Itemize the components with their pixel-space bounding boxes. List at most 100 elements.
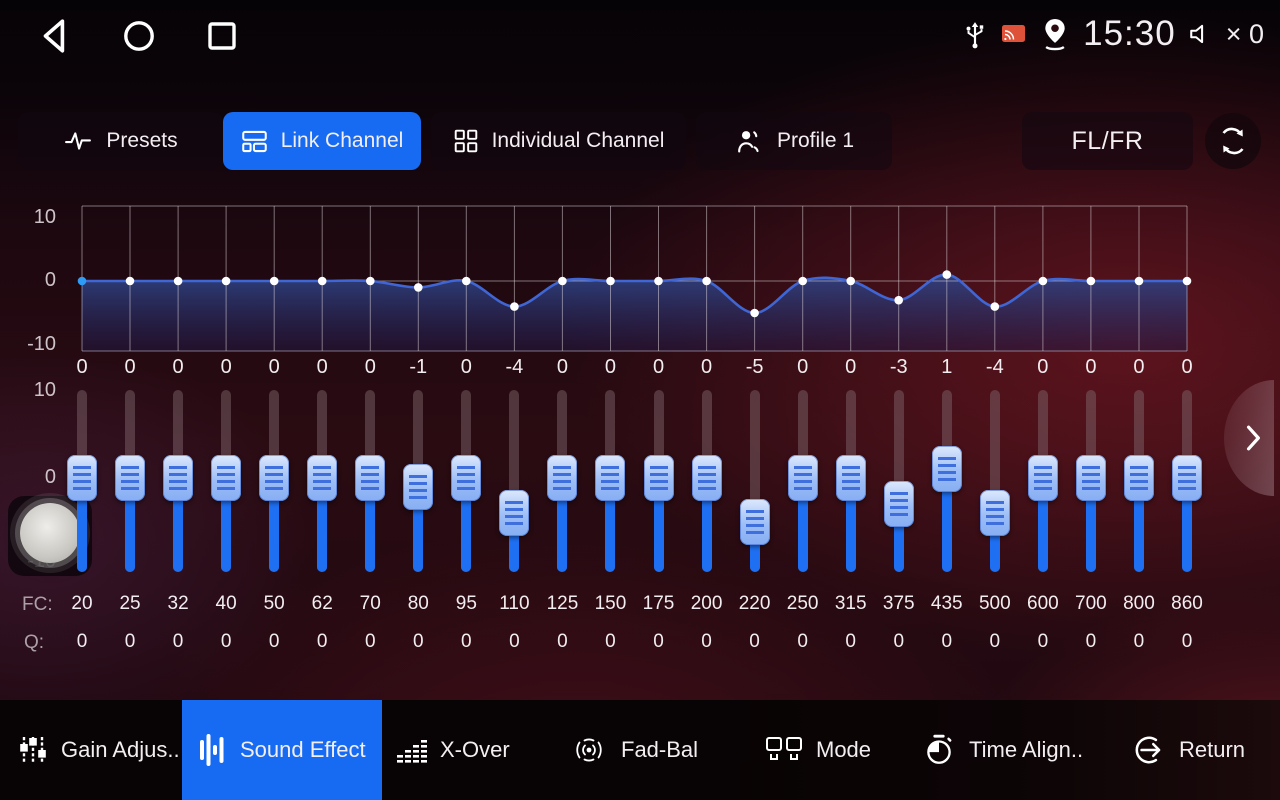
slider-fill bbox=[269, 478, 280, 572]
eq-band-slider[interactable] bbox=[1172, 388, 1202, 576]
nav-x-over[interactable]: X-Over bbox=[395, 700, 530, 800]
eq-band-slider[interactable] bbox=[499, 388, 530, 576]
eq-gain-value: -4 bbox=[985, 356, 1004, 378]
fc-value: 375 bbox=[882, 593, 915, 614]
slider-grip bbox=[793, 466, 812, 491]
tab-presets[interactable]: Presets bbox=[18, 112, 223, 170]
q-value: 0 bbox=[557, 631, 568, 652]
eq-gain-value: 0 bbox=[1085, 356, 1097, 378]
eq-band-slider[interactable] bbox=[835, 388, 866, 576]
home-icon[interactable] bbox=[122, 18, 156, 54]
sync-icon bbox=[1222, 127, 1244, 155]
q-value: 0 bbox=[701, 631, 712, 652]
eq-band-slider[interactable] bbox=[691, 388, 722, 576]
slider-handle[interactable] bbox=[691, 455, 722, 501]
return-icon bbox=[1135, 736, 1161, 764]
slider-grip bbox=[697, 466, 716, 491]
fc-value: 435 bbox=[930, 593, 963, 614]
eq-band-slider[interactable] bbox=[931, 388, 962, 576]
speaker-muted-icon[interactable] bbox=[1188, 21, 1214, 47]
eq-band-slider[interactable] bbox=[595, 388, 626, 576]
eq-band-slider[interactable] bbox=[451, 388, 482, 576]
nav-return[interactable]: Return bbox=[1132, 700, 1272, 800]
bottom-nav-bar: Gain Adjus.. Sound Effect X-Over bbox=[0, 700, 1280, 800]
tab-profile[interactable]: Profile 1 bbox=[696, 112, 892, 170]
slider-grip bbox=[121, 466, 140, 491]
eq-gain-value: 0 bbox=[316, 356, 328, 378]
slider-handle[interactable] bbox=[1172, 455, 1202, 501]
slider-handle[interactable] bbox=[211, 455, 242, 501]
eq-band-slider[interactable] bbox=[883, 388, 914, 576]
nav-label: Time Align.. bbox=[969, 737, 1084, 762]
slider-handle[interactable] bbox=[931, 446, 962, 493]
fc-value: 860 bbox=[1171, 593, 1203, 614]
eq-band-slider[interactable] bbox=[547, 388, 578, 576]
eq-band-slider[interactable] bbox=[979, 388, 1010, 576]
nav-fad-bal[interactable]: Fad-Bal bbox=[570, 700, 720, 800]
nav-time-align[interactable]: Time Align.. bbox=[922, 700, 1117, 800]
nav-mode[interactable]: Mode bbox=[765, 700, 890, 800]
eq-band-slider[interactable] bbox=[259, 388, 290, 576]
fc-value: 500 bbox=[978, 593, 1011, 614]
sync-button[interactable] bbox=[1205, 113, 1261, 169]
mixer-icon bbox=[20, 737, 46, 763]
slider-handle[interactable] bbox=[547, 455, 578, 501]
eq-band-slider[interactable] bbox=[643, 388, 674, 576]
eq-band-slider[interactable] bbox=[211, 388, 242, 576]
eq-curve-graph[interactable] bbox=[0, 196, 1280, 358]
grid-icon bbox=[454, 129, 477, 153]
link-layout-icon bbox=[241, 130, 267, 152]
nav-sound-effect[interactable]: Sound Effect bbox=[182, 700, 382, 800]
slider-handle[interactable] bbox=[499, 490, 530, 537]
q-value: 0 bbox=[749, 631, 760, 652]
slider-handle[interactable] bbox=[1075, 455, 1106, 501]
back-icon[interactable] bbox=[38, 18, 72, 54]
slider-handle[interactable] bbox=[163, 455, 194, 501]
eq-band-slider[interactable] bbox=[1075, 388, 1106, 576]
fc-value: 110 bbox=[499, 593, 530, 614]
eq-gain-value: 0 bbox=[1181, 356, 1193, 378]
fc-value: 62 bbox=[311, 593, 333, 614]
eq-band-slider[interactable] bbox=[307, 388, 338, 576]
eq-band-slider[interactable] bbox=[355, 388, 386, 576]
tab-individual-channel[interactable]: Individual Channel bbox=[431, 112, 686, 170]
slider-grip bbox=[361, 466, 380, 491]
eq-band-slider[interactable] bbox=[403, 388, 434, 576]
slider-fill bbox=[173, 478, 184, 572]
next-page-button[interactable] bbox=[1224, 380, 1274, 496]
slider-handle[interactable] bbox=[787, 455, 818, 501]
slider-handle[interactable] bbox=[451, 455, 482, 501]
eq-band-slider[interactable] bbox=[163, 388, 194, 576]
slider-fill bbox=[317, 478, 328, 572]
slider-handle[interactable] bbox=[1027, 455, 1058, 501]
q-value: 0 bbox=[1133, 631, 1145, 652]
slider-handle[interactable] bbox=[643, 455, 674, 501]
eq-band-slider[interactable] bbox=[1027, 388, 1058, 576]
fc-value: 95 bbox=[455, 593, 477, 614]
slider-handle[interactable] bbox=[259, 455, 290, 501]
recents-icon[interactable] bbox=[206, 18, 238, 54]
eq-band-slider[interactable] bbox=[787, 388, 818, 576]
slider-handle[interactable] bbox=[979, 490, 1010, 537]
eq-band-slider[interactable] bbox=[739, 388, 770, 576]
nav-gain-adjust[interactable]: Gain Adjus.. bbox=[10, 700, 188, 800]
slider-handle[interactable] bbox=[67, 455, 97, 501]
channel-selector-button[interactable]: FL/FR bbox=[1022, 112, 1193, 170]
slider-handle[interactable] bbox=[835, 455, 866, 501]
volume-knob[interactable] bbox=[20, 503, 80, 563]
slider-handle[interactable] bbox=[307, 455, 338, 501]
eq-band-slider[interactable] bbox=[1123, 388, 1154, 576]
slider-handle[interactable] bbox=[739, 499, 770, 545]
tab-link-channel[interactable]: Link Channel bbox=[223, 112, 421, 170]
slider-fill bbox=[797, 478, 808, 572]
fc-value: 800 bbox=[1123, 593, 1155, 614]
slider-handle[interactable] bbox=[403, 463, 434, 510]
slider-handle[interactable] bbox=[595, 455, 626, 501]
slider-handle[interactable] bbox=[883, 481, 914, 528]
eq-band-slider[interactable] bbox=[115, 388, 146, 576]
q-value: 0 bbox=[509, 631, 520, 652]
slider-handle[interactable] bbox=[1123, 455, 1154, 501]
eq-band-slider[interactable] bbox=[67, 388, 97, 576]
slider-handle[interactable] bbox=[355, 455, 386, 501]
slider-handle[interactable] bbox=[115, 455, 146, 501]
